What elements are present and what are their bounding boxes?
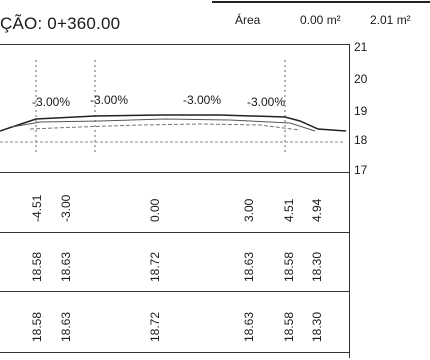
elevation-cell: 18.72 bbox=[148, 311, 162, 342]
slope-label-3: -3.00% bbox=[183, 93, 222, 107]
elevation-cell: 18.58 bbox=[30, 311, 44, 342]
cross-section-profile bbox=[0, 60, 347, 155]
vertical-guides bbox=[35, 60, 286, 155]
terrain-lines bbox=[0, 114, 347, 132]
area-value-fill: 2.01 m² bbox=[370, 13, 411, 27]
slope-label-4: -3.00% bbox=[247, 95, 286, 109]
offset-cell: 0.00 bbox=[148, 198, 162, 222]
station-title: ÇÃO: 0+360.00 bbox=[0, 14, 121, 33]
section-frame bbox=[0, 44, 350, 358]
elevation-cell: 18.58 bbox=[282, 311, 296, 342]
elev-tick-19: 19 bbox=[354, 104, 368, 118]
offset-cell: 4.51 bbox=[282, 198, 296, 222]
elevation-cell: 18.63 bbox=[59, 311, 73, 342]
elevation-cell: 18.58 bbox=[282, 251, 296, 282]
elev-tick-18: 18 bbox=[354, 133, 368, 147]
area-label: Área bbox=[235, 13, 261, 27]
offset-cell: 3.00 bbox=[242, 198, 256, 222]
slope-label-1: -3.00% bbox=[32, 95, 71, 109]
slope-label-2: -3.00% bbox=[90, 93, 129, 107]
offset-cell: -4.51 bbox=[30, 194, 44, 222]
area-value-cut: 0.00 m² bbox=[300, 13, 341, 27]
top-rule bbox=[212, 1, 430, 3]
elevation-cell: 18.30 bbox=[310, 251, 324, 282]
offset-cell: -3.00 bbox=[59, 194, 73, 222]
elev-tick-17: 17 bbox=[354, 163, 368, 177]
elevation-cell: 18.72 bbox=[148, 251, 162, 282]
elevation-cell: 18.58 bbox=[30, 251, 44, 282]
grid-divider-4 bbox=[0, 352, 350, 353]
elevation-cell: 18.63 bbox=[242, 311, 256, 342]
elevation-cell: 18.30 bbox=[310, 311, 324, 342]
elev-tick-20: 20 bbox=[354, 72, 368, 86]
grid-divider-3 bbox=[0, 291, 350, 292]
offset-cell: 4.94 bbox=[310, 198, 324, 222]
elevation-cell: 18.63 bbox=[59, 251, 73, 282]
grid-divider-2 bbox=[0, 232, 350, 233]
elev-tick-21: 21 bbox=[354, 40, 368, 54]
elevation-cell: 18.63 bbox=[242, 251, 256, 282]
grid-divider-1 bbox=[0, 172, 350, 173]
